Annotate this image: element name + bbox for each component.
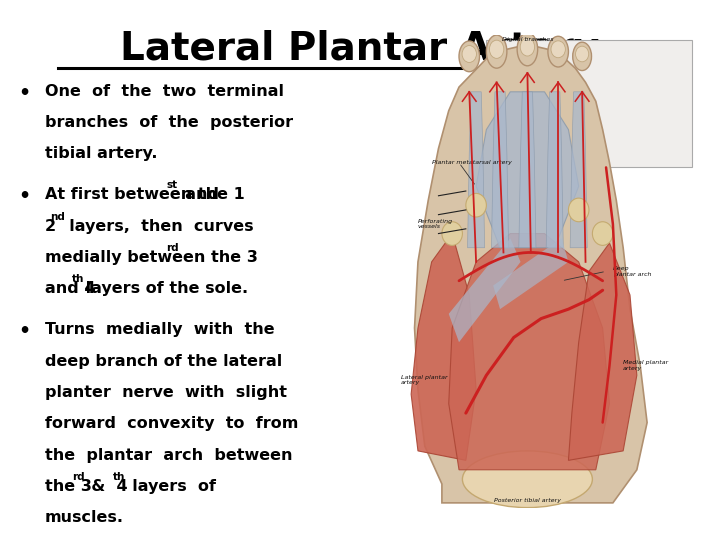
Text: forward  convexity  to  from: forward convexity to from (45, 416, 298, 431)
Text: Posterior tibial artery: Posterior tibial artery (494, 498, 561, 503)
Text: th: th (72, 274, 85, 285)
Text: At first between the 1: At first between the 1 (45, 187, 244, 202)
Text: the 3: the 3 (45, 479, 91, 494)
Text: Lateral Plantar Artery: Lateral Plantar Artery (120, 30, 600, 68)
Polygon shape (415, 44, 647, 503)
Polygon shape (493, 238, 569, 309)
Text: planter  nerve  with  slight: planter nerve with slight (45, 385, 287, 400)
Text: •: • (18, 322, 30, 341)
Text: nd: nd (50, 212, 65, 222)
Text: the  plantar  arch  between: the plantar arch between (45, 448, 292, 463)
Text: tibial artery.: tibial artery. (45, 146, 157, 161)
Ellipse shape (521, 38, 534, 56)
Polygon shape (570, 92, 588, 248)
Text: layers of the sole.: layers of the sole. (80, 281, 248, 296)
Text: layers,  then  curves: layers, then curves (58, 219, 253, 234)
Ellipse shape (487, 35, 507, 68)
Text: •: • (18, 187, 30, 206)
Text: Medial plantar
artery: Medial plantar artery (623, 361, 668, 372)
Ellipse shape (462, 451, 593, 508)
Text: medially between the 3: medially between the 3 (45, 250, 258, 265)
Polygon shape (467, 92, 485, 248)
Ellipse shape (517, 33, 538, 66)
Text: and: and (174, 187, 219, 202)
Ellipse shape (572, 42, 592, 71)
Polygon shape (492, 92, 508, 248)
Text: Digital branches: Digital branches (502, 37, 553, 43)
Text: One  of  the  two  terminal: One of the two terminal (45, 84, 284, 99)
Text: th: th (113, 472, 125, 482)
Ellipse shape (548, 36, 569, 67)
Polygon shape (519, 92, 536, 248)
Polygon shape (546, 92, 563, 248)
Text: •: • (18, 84, 30, 103)
Ellipse shape (459, 41, 480, 72)
Polygon shape (411, 233, 476, 460)
Ellipse shape (569, 198, 589, 222)
FancyBboxPatch shape (487, 40, 691, 167)
Text: Turns  medially  with  the: Turns medially with the (45, 322, 274, 338)
Text: and 4: and 4 (45, 281, 95, 296)
Text: deep branch of the lateral: deep branch of the lateral (45, 354, 282, 369)
Text: st: st (166, 180, 178, 191)
Text: branches  of  the  posterior: branches of the posterior (45, 115, 293, 130)
Ellipse shape (466, 193, 487, 217)
Text: layers  of: layers of (121, 479, 215, 494)
Text: Perforating
vessels: Perforating vessels (418, 219, 453, 230)
Ellipse shape (593, 222, 613, 245)
Polygon shape (449, 238, 521, 342)
Text: Deep
plantar arch: Deep plantar arch (613, 266, 652, 276)
Text: &  4: & 4 (80, 479, 127, 494)
Text: Lateral plantar
artery: Lateral plantar artery (401, 375, 448, 386)
Polygon shape (569, 243, 636, 460)
Polygon shape (449, 233, 609, 470)
Ellipse shape (551, 41, 565, 58)
Ellipse shape (462, 45, 477, 63)
Ellipse shape (442, 222, 462, 245)
Polygon shape (476, 92, 579, 248)
Text: 2: 2 (45, 219, 55, 234)
Ellipse shape (490, 40, 504, 58)
Text: Plantar metatarsal artery: Plantar metatarsal artery (432, 160, 511, 165)
Text: muscles.: muscles. (45, 510, 124, 525)
Ellipse shape (575, 46, 589, 62)
Text: rd: rd (72, 472, 85, 482)
Text: rd: rd (166, 243, 179, 253)
